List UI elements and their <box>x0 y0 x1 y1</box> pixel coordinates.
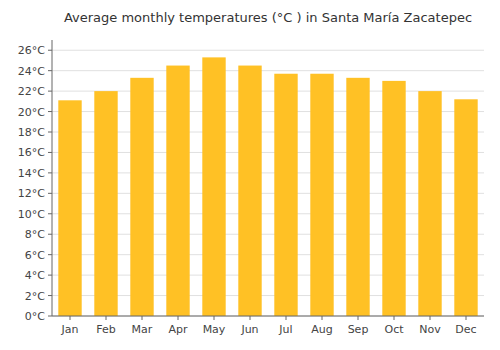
chart-container: Average monthly temperatures (°C ) in Sa… <box>0 0 500 350</box>
grid <box>52 50 484 316</box>
bar <box>418 91 441 316</box>
grid-line <box>52 70 484 71</box>
y-tick-label: 18°C <box>18 126 45 139</box>
y-tick <box>48 91 52 92</box>
bar <box>382 81 405 316</box>
x-tick <box>286 316 287 320</box>
x-tick-label: May <box>203 323 226 336</box>
bar <box>310 74 333 316</box>
x-tick <box>394 316 395 320</box>
x-tick-label: Jan <box>61 323 79 336</box>
x-tick-label: Mar <box>132 323 153 336</box>
y-tick-label: 6°C <box>25 249 45 262</box>
y-tick-label: 22°C <box>18 85 45 98</box>
title: Average monthly temperatures (°C ) in Sa… <box>64 10 472 25</box>
x-axis-line <box>52 316 484 317</box>
x-tick <box>250 316 251 320</box>
x-tick <box>322 316 323 320</box>
y-tick-label: 2°C <box>25 290 45 303</box>
x-tick-label: Sep <box>348 323 369 336</box>
y-tick <box>48 70 52 71</box>
y-tick-label: 14°C <box>18 167 45 180</box>
x-tick <box>430 316 431 320</box>
bar <box>166 66 189 316</box>
bars <box>58 57 477 316</box>
y-tick <box>48 295 52 296</box>
x-tick-label: Nov <box>419 323 441 336</box>
y-tick-label: 16°C <box>18 146 45 159</box>
y-tick <box>48 50 52 51</box>
background <box>0 0 500 350</box>
y-tick <box>48 152 52 153</box>
x-tick-label: Oct <box>384 323 404 336</box>
y-tick <box>48 254 52 255</box>
x-axis: Jan Feb Mar Apr May Jun Jul Aug Sep Oct Nov Dec <box>52 316 484 336</box>
y-tick <box>48 111 52 112</box>
y-tick-label: 10°C <box>18 208 45 221</box>
y-tick-label: 0°C <box>25 310 45 323</box>
bar <box>238 66 261 316</box>
x-tick-label: Jun <box>240 323 258 336</box>
grid-line <box>52 50 484 51</box>
bar <box>274 74 297 316</box>
x-tick-label: Jul <box>278 323 292 336</box>
y-tick-label: 26°C <box>18 44 45 57</box>
x-tick-label: Dec <box>455 323 476 336</box>
x-tick <box>178 316 179 320</box>
bar <box>130 78 153 316</box>
page: {"chart_data": {"type": "bar", "title": … <box>0 0 500 350</box>
x-tick <box>70 316 71 320</box>
y-tick <box>48 132 52 133</box>
bar <box>346 78 369 316</box>
y-tick-label: 20°C <box>18 106 45 119</box>
bar <box>202 57 225 316</box>
y-axis-line <box>52 40 53 316</box>
y-tick <box>48 193 52 194</box>
bar <box>58 100 81 316</box>
y-tick-label: 4°C <box>25 269 45 282</box>
x-tick <box>466 316 467 320</box>
x-tick-label: Feb <box>96 323 115 336</box>
x-tick-label: Apr <box>168 323 188 336</box>
grid-line <box>52 316 484 317</box>
y-tick <box>48 234 52 235</box>
y-tick <box>48 213 52 214</box>
y-tick-label: 24°C <box>18 65 45 78</box>
y-tick-label: 12°C <box>18 187 45 200</box>
x-tick <box>358 316 359 320</box>
x-tick-label: Aug <box>311 323 332 336</box>
y-tick <box>48 172 52 173</box>
y-tick <box>48 316 52 317</box>
y-axis: 0°C 2°C 4°C 6°C 8°C 10°C 12°C 14°C 16°C 18°C 20°C 2… <box>18 40 52 323</box>
x-tick <box>106 316 107 320</box>
bar <box>94 91 117 316</box>
bar <box>454 99 477 316</box>
chart-svg: Average monthly temperatures (°C ) in Sa… <box>0 0 500 350</box>
y-tick <box>48 275 52 276</box>
x-tick <box>142 316 143 320</box>
y-tick-label: 8°C <box>25 228 45 241</box>
x-tick <box>214 316 215 320</box>
